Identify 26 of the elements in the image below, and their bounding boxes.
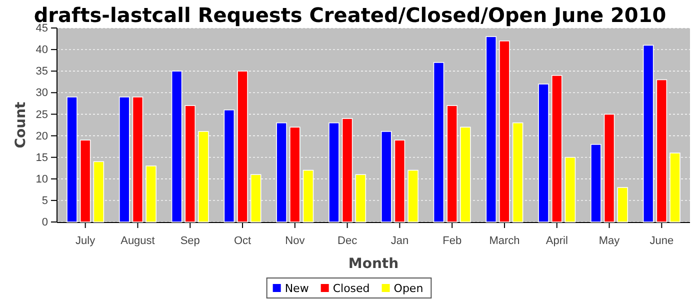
y-axis-title: Count (13, 101, 29, 148)
y-tick-label: 20 (36, 130, 48, 142)
y-tick-label: 10 (36, 173, 48, 186)
y-tick-label: 5 (42, 194, 48, 207)
x-tick-label: Feb (442, 235, 462, 248)
x-tick-label: Nov (285, 235, 306, 248)
x-tick-label: March (489, 235, 520, 248)
y-tick-label: 40 (36, 44, 48, 56)
x-tick-label: Sep (180, 235, 200, 248)
y-tick-label: 0 (42, 216, 48, 229)
legend-label: Open (394, 282, 424, 295)
x-tick-label: July (76, 235, 96, 248)
x-tick-label: August (120, 235, 155, 248)
x-tick-label: Jan (390, 235, 409, 248)
y-tick-label: 30 (36, 87, 48, 100)
y-tick-label: 15 (36, 152, 48, 164)
x-tick-label: Dec (338, 235, 358, 248)
x-tick-label: May (598, 235, 620, 248)
y-tick-label: 35 (36, 66, 48, 78)
x-tick-label: June (650, 235, 674, 248)
x-tick-label: April (546, 235, 568, 248)
x-axis-title: Month (348, 256, 399, 272)
legend-label: Closed (332, 282, 370, 295)
x-tick-label: Oct (234, 235, 252, 248)
legend-label: New (284, 282, 309, 295)
y-tick-label: 25 (36, 108, 48, 121)
